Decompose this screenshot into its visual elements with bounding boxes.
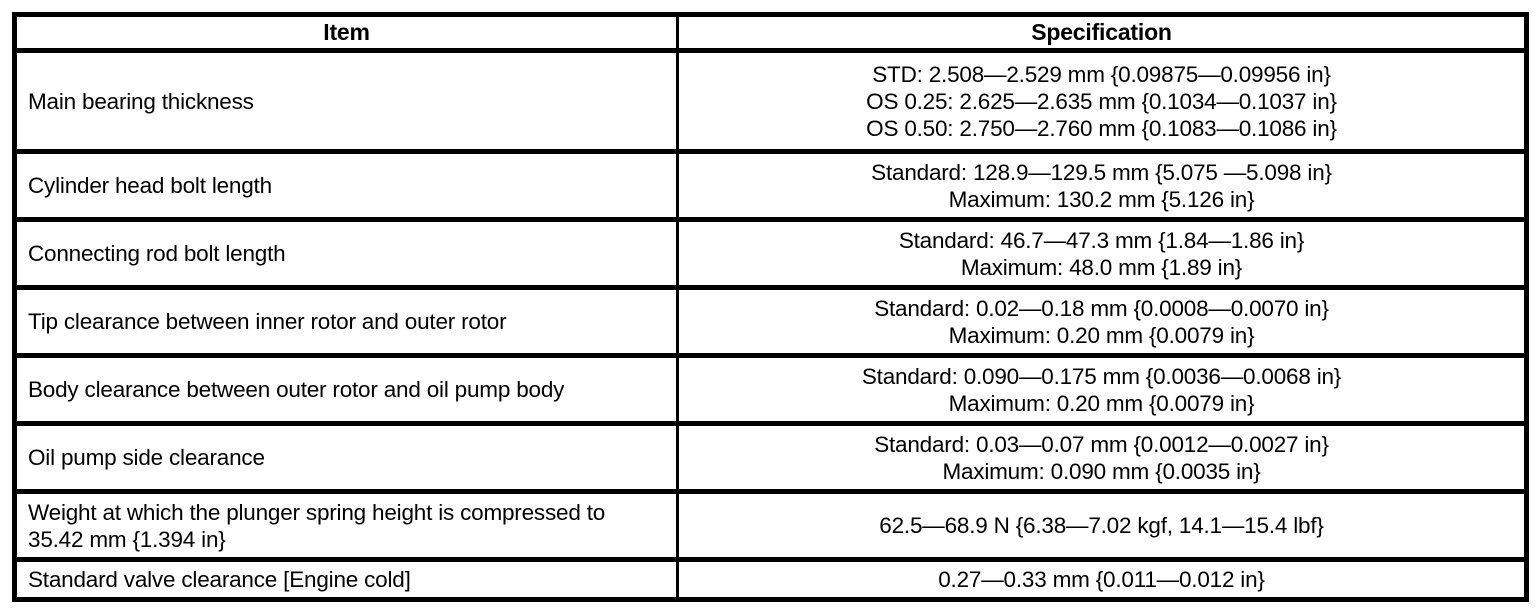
item-cell: Connecting rod bolt length [13, 218, 679, 289]
spec-line: Standard: 0.02—0.18 mm {0.0008—0.0070 in… [874, 295, 1329, 321]
spec-cell: Standard: 128.9—129.5 mm {5.075 —5.098 i… [676, 150, 1528, 221]
spec-line: Maximum: 0.090 mm {0.0035 in} [942, 458, 1261, 484]
table-row: Tip clearance between inner rotor and ou… [13, 286, 1528, 357]
item-column-header: Item [13, 13, 679, 52]
item-cell: Standard valve clearance [Engine cold] [13, 558, 679, 601]
spec-line: Standard: 46.7—47.3 mm {1.84—1.86 in} [898, 227, 1305, 253]
spec-line: 0.27—0.33 mm {0.011—0.012 in} [938, 567, 1265, 592]
spec-cell: Standard: 46.7—47.3 mm {1.84—1.86 in} Ma… [676, 218, 1528, 289]
spec-line: Maximum: 0.20 mm {0.0079 in} [948, 390, 1255, 416]
spec-cell: 62.5—68.9 N {6.38—7.02 kgf, 14.1—15.4 lb… [676, 490, 1528, 561]
table-row: Cylinder head bolt length Standard: 128.… [13, 150, 1528, 221]
table-row: Oil pump side clearance Standard: 0.03—0… [13, 422, 1528, 493]
spec-cell: Standard: 0.02—0.18 mm {0.0008—0.0070 in… [676, 286, 1528, 357]
specification-column-header: Specification [676, 13, 1528, 52]
spec-line: Maximum: 48.0 mm {1.89 in} [960, 254, 1243, 280]
spec-cell: STD: 2.508—2.529 mm {0.09875—0.09956 in}… [676, 49, 1528, 153]
item-cell: Cylinder head bolt length [13, 150, 679, 221]
table-row: Connecting rod bolt length Standard: 46.… [13, 218, 1528, 289]
spec-line: Maximum: 0.20 mm {0.0079 in} [948, 322, 1255, 348]
table-row: Weight at which the plunger spring heigh… [13, 490, 1528, 561]
table-header-row: Item Specification [13, 13, 1528, 52]
item-cell: Tip clearance between inner rotor and ou… [13, 286, 679, 357]
table-row: Body clearance between outer rotor and o… [13, 354, 1528, 425]
specification-table: Item Specification Main bearing thicknes… [12, 12, 1529, 602]
item-cell: Body clearance between outer rotor and o… [13, 354, 679, 425]
spec-line: Standard: 128.9—129.5 mm {5.075 —5.098 i… [871, 159, 1332, 185]
spec-line: OS 0.50: 2.750—2.760 mm {0.1083—0.1086 i… [866, 115, 1337, 141]
spec-cell: 0.27—0.33 mm {0.011—0.012 in} [676, 558, 1528, 601]
spec-line: 62.5—68.9 N {6.38—7.02 kgf, 14.1—15.4 lb… [879, 513, 1324, 538]
spec-line: Maximum: 130.2 mm {5.126 in} [948, 186, 1255, 212]
spec-line: OS 0.25: 2.625—2.635 mm {0.1034—0.1037 i… [866, 88, 1337, 114]
spec-line: Standard: 0.03—0.07 mm {0.0012—0.0027 in… [874, 431, 1329, 457]
spec-line: Standard: 0.090—0.175 mm {0.0036—0.0068 … [861, 363, 1342, 389]
spec-line: STD: 2.508—2.529 mm {0.09875—0.09956 in} [872, 61, 1331, 87]
table-row: Main bearing thickness STD: 2.508—2.529 … [13, 49, 1528, 153]
table-row: Standard valve clearance [Engine cold] 0… [13, 558, 1528, 601]
item-cell: Weight at which the plunger spring heigh… [13, 490, 679, 561]
spec-cell: Standard: 0.03—0.07 mm {0.0012—0.0027 in… [676, 422, 1528, 493]
item-cell: Oil pump side clearance [13, 422, 679, 493]
spec-cell: Standard: 0.090—0.175 mm {0.0036—0.0068 … [676, 354, 1528, 425]
item-cell: Main bearing thickness [13, 49, 679, 153]
